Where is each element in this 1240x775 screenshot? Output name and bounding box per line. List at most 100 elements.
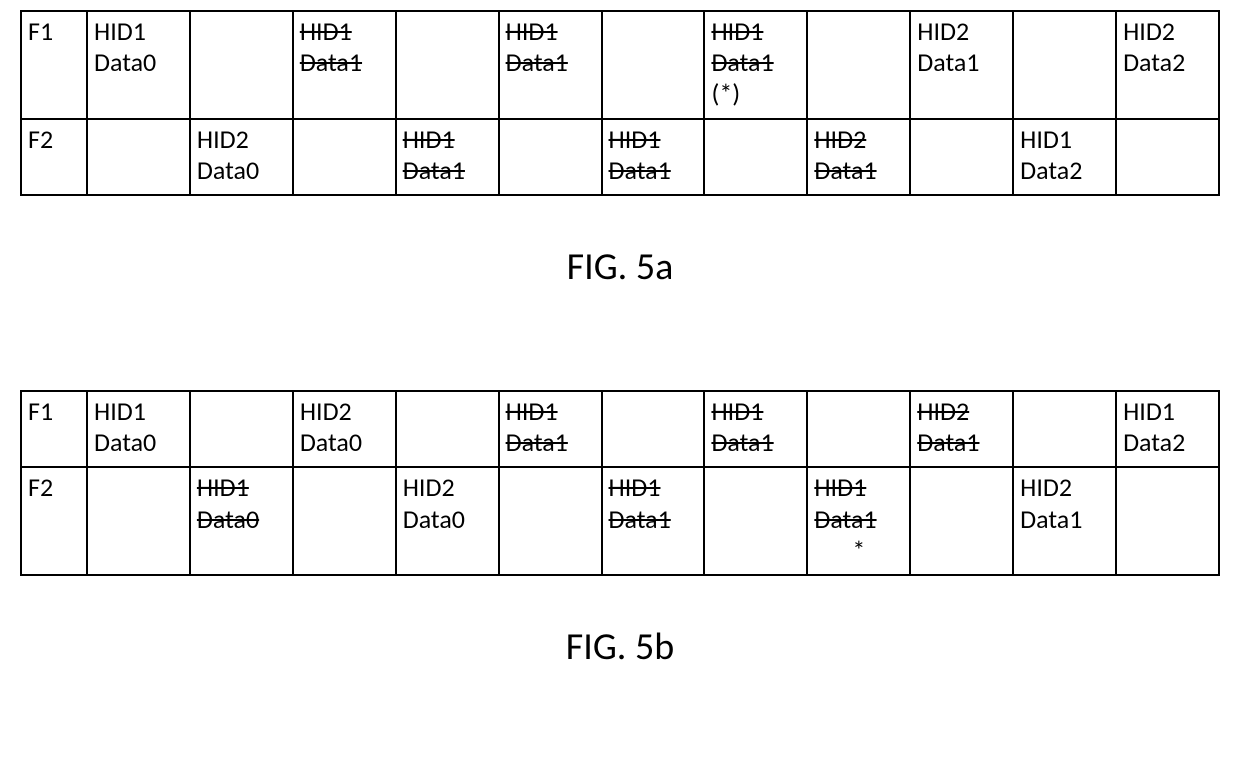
cell-line: Data2: [1123, 427, 1212, 458]
cell-line: Data0: [403, 504, 492, 535]
table-cell: [704, 119, 807, 195]
cell-line: Data1: [917, 47, 1006, 78]
table-cell: [807, 11, 910, 119]
table-cell: HID1Data0: [190, 467, 293, 575]
cell-line: HID2: [917, 16, 1006, 47]
cell-line: Data1: [506, 427, 595, 458]
table-cell: HID2Data1: [807, 119, 910, 195]
table-cell: [1013, 391, 1116, 467]
table-cell: [1116, 119, 1219, 195]
table-cell: HID2Data0: [396, 467, 499, 575]
table-cell: HID2Data2: [1116, 11, 1219, 119]
cell-line: Data0: [94, 427, 183, 458]
table-cell: HID2Data1: [910, 391, 1013, 467]
figure-5b-caption: FIG. 5b: [20, 624, 1220, 670]
cell-line: HID2: [403, 472, 492, 503]
table-cell: [87, 119, 190, 195]
table-cell: [293, 119, 396, 195]
cell-line: Data1: [814, 504, 903, 535]
cell-line: HID2: [814, 124, 903, 155]
row-label: F1: [21, 11, 87, 119]
cell-line: HID2: [1020, 472, 1109, 503]
table-cell: HID1Data0: [87, 11, 190, 119]
table-cell: HID1Data1: [499, 11, 602, 119]
table-cell: [190, 11, 293, 119]
cell-line: Data1: [403, 155, 492, 186]
cell-line: HID1: [711, 16, 800, 47]
table-row: F2HID1Data0HID2Data0HID1Data1HID1Data1*H…: [21, 467, 1219, 575]
cell-line: HID1: [94, 396, 183, 427]
cell-line: Data1: [300, 47, 389, 78]
table-cell: HID1Data1*: [807, 467, 910, 575]
cell-line: HID1: [403, 124, 492, 155]
cell-line: HID1: [94, 16, 183, 47]
table-cell: HID1Data0: [87, 391, 190, 467]
table-cell: [807, 391, 910, 467]
table-cell: HID1Data1(*): [704, 11, 807, 119]
table-cell: [396, 391, 499, 467]
table-cell: HID2Data1: [1013, 467, 1116, 575]
row-label: F1: [21, 391, 87, 467]
cell-line: HID1: [1020, 124, 1109, 155]
cell-line: Data1: [1020, 504, 1109, 535]
row-label: F2: [21, 119, 87, 195]
cell-line: Data2: [1020, 155, 1109, 186]
cell-line: Data1: [814, 155, 903, 186]
table-cell: HID1Data1: [602, 467, 705, 575]
figure-5a-caption: FIG. 5a: [20, 244, 1220, 290]
cell-line: HID2: [917, 396, 1006, 427]
figure-5a-table: F1HID1Data0HID1Data1HID1Data1HID1Data1(*…: [20, 10, 1220, 196]
table-cell: HID1Data1: [499, 391, 602, 467]
table-cell: [704, 467, 807, 575]
cell-line: HID1: [300, 16, 389, 47]
table-cell: [87, 467, 190, 575]
table-cell: HID1Data1: [602, 119, 705, 195]
cell-line: HID1: [197, 472, 286, 503]
cell-line: HID1: [711, 396, 800, 427]
cell-line: Data0: [197, 155, 286, 186]
cell-line: HID2: [197, 124, 286, 155]
cell-line: Data0: [300, 427, 389, 458]
cell-line: HID1: [506, 396, 595, 427]
cell-line: Data1: [609, 504, 698, 535]
cell-line: HID2: [300, 396, 389, 427]
table-cell: [910, 119, 1013, 195]
spacer: [20, 350, 1220, 390]
cell-line: HID1: [609, 472, 698, 503]
table-cell: [1116, 467, 1219, 575]
table-cell: [190, 391, 293, 467]
table-cell: [499, 119, 602, 195]
table-cell: HID1Data1: [704, 391, 807, 467]
table-cell: [293, 467, 396, 575]
row-label: F2: [21, 467, 87, 575]
table-cell: HID2Data1: [910, 11, 1013, 119]
cell-line: Data2: [1123, 47, 1212, 78]
table-cell: HID1Data2: [1013, 119, 1116, 195]
table-cell: [602, 391, 705, 467]
table-row: F1HID1Data0HID1Data1HID1Data1HID1Data1(*…: [21, 11, 1219, 119]
table-cell: HID1Data2: [1116, 391, 1219, 467]
cell-line: Data1: [506, 47, 595, 78]
page: F1HID1Data0HID1Data1HID1Data1HID1Data1(*…: [0, 0, 1240, 670]
table-row: F2HID2Data0HID1Data1HID1Data1HID2Data1HI…: [21, 119, 1219, 195]
cell-line: Data1: [711, 427, 800, 458]
cell-line: Data1: [609, 155, 698, 186]
cell-line: (*): [711, 78, 800, 109]
table-cell: [499, 467, 602, 575]
cell-line: HID2: [1123, 16, 1212, 47]
cell-line: HID1: [609, 124, 698, 155]
cell-line: Data0: [197, 504, 286, 535]
table-row: F1HID1Data0HID2Data0HID1Data1HID1Data1HI…: [21, 391, 1219, 467]
table-cell: HID2Data0: [293, 391, 396, 467]
cell-line: HID1: [506, 16, 595, 47]
table-cell: HID1Data1: [293, 11, 396, 119]
cell-line: Data0: [94, 47, 183, 78]
cell-line: HID1: [1123, 396, 1212, 427]
cell-line: Data1: [917, 427, 1006, 458]
figure-5b-table: F1HID1Data0HID2Data0HID1Data1HID1Data1HI…: [20, 390, 1220, 576]
cell-line: Data1: [711, 47, 800, 78]
table-cell: [1013, 11, 1116, 119]
table-cell: [910, 467, 1013, 575]
table-cell: [396, 11, 499, 119]
cell-line: HID1: [814, 472, 903, 503]
